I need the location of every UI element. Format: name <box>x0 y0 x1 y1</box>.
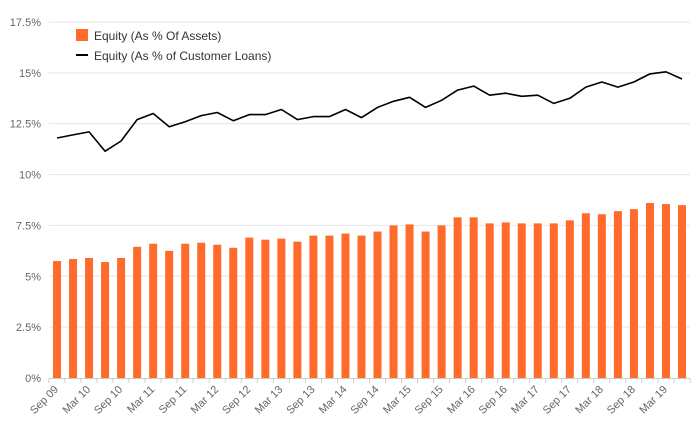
bar <box>373 231 382 378</box>
line-series <box>56 71 683 152</box>
y-tick-label: 7.5% <box>16 220 41 232</box>
x-tick-label: Mar 11 <box>125 384 157 416</box>
bar <box>309 235 318 378</box>
y-tick-label: 5% <box>25 271 41 283</box>
bar <box>469 217 478 378</box>
bar <box>421 231 430 378</box>
legend-bar-label: Equity (As % Of Assets) <box>94 29 221 43</box>
bar <box>69 258 78 378</box>
bar <box>165 250 174 378</box>
bar <box>661 204 670 378</box>
y-tick-label: 10% <box>19 170 41 182</box>
bar <box>341 233 350 378</box>
bar <box>101 262 110 378</box>
bar <box>197 242 206 378</box>
x-tick-label: Mar 18 <box>573 384 606 417</box>
x-tick-label: Sep 14 <box>348 384 381 417</box>
bar <box>405 224 414 378</box>
x-tick-label: Sep 15 <box>413 384 446 417</box>
bar <box>645 203 654 378</box>
x-tick-label: Mar 10 <box>60 384 93 417</box>
bar <box>53 261 61 378</box>
bar <box>533 223 542 378</box>
legend-bar-swatch <box>76 29 88 41</box>
bar <box>597 214 606 378</box>
bar <box>565 220 574 378</box>
y-tick-label: 12.5% <box>10 119 41 131</box>
y-tick-label: 2.5% <box>16 322 41 334</box>
y-tick-label: 0% <box>25 373 41 385</box>
x-tick-label: Sep 13 <box>284 384 317 417</box>
bar <box>149 243 158 378</box>
x-tick-label: Mar 17 <box>509 384 542 417</box>
x-tick-label: Mar 14 <box>317 384 350 417</box>
bar <box>453 217 462 378</box>
x-tick-label: Mar 19 <box>637 384 670 417</box>
x-tick-label: Sep 10 <box>92 384 125 417</box>
bar <box>117 257 126 378</box>
bar <box>613 211 622 378</box>
bar <box>389 225 398 378</box>
bar <box>501 222 510 378</box>
bar <box>549 223 558 378</box>
bar <box>325 235 334 378</box>
bar <box>277 238 286 378</box>
x-tick-label: Mar 13 <box>253 384 286 417</box>
bar <box>517 223 526 378</box>
x-tick-label: Sep 16 <box>477 384 510 417</box>
bar <box>581 213 590 378</box>
line-path <box>56 71 683 152</box>
bar <box>293 241 302 378</box>
bar <box>629 209 638 378</box>
bar <box>437 225 446 378</box>
x-tick-label: Mar 12 <box>189 384 222 417</box>
bar-series <box>53 203 686 378</box>
y-tick-label: 17.5% <box>10 17 41 29</box>
x-tick-label: Sep 11 <box>157 384 190 417</box>
bar <box>213 244 222 378</box>
bar <box>245 237 254 378</box>
bar <box>181 243 190 378</box>
bar <box>229 247 238 378</box>
bar <box>261 239 270 378</box>
x-tick-label: Mar 15 <box>381 384 414 417</box>
legend: Equity (As % Of Assets) Equity (As % of … <box>76 29 271 63</box>
bar <box>85 257 94 378</box>
x-tick-label: Sep 09 <box>28 384 61 417</box>
y-tick-label: 15% <box>19 68 41 80</box>
x-tick-label: Mar 16 <box>445 384 478 417</box>
bar <box>357 235 366 378</box>
x-tick-label: Sep 18 <box>605 384 638 417</box>
x-tick-label: Sep 12 <box>220 384 253 417</box>
legend-line-label: Equity (As % of Customer Loans) <box>94 49 271 63</box>
x-tick-label: Sep 17 <box>541 384 574 417</box>
bar <box>678 205 686 378</box>
gridlines <box>49 21 690 328</box>
bar <box>485 223 494 378</box>
bar <box>133 246 142 378</box>
